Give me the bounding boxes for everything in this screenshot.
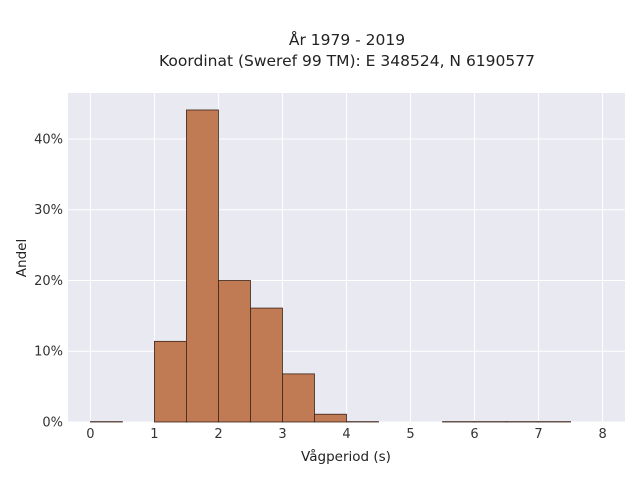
histogram-bar	[314, 413, 347, 423]
chart-title: År 1979 - 2019 Koordinat (Sweref 99 TM):…	[159, 30, 535, 70]
y-tick-label: 40%	[34, 132, 63, 147]
histogram-bar	[250, 307, 283, 423]
x-tick-label: 6	[470, 427, 478, 442]
x-tick-label: 2	[214, 427, 222, 442]
histogram-bar	[154, 340, 187, 423]
y-tick-label: 10%	[34, 345, 63, 360]
x-tick-label: 5	[406, 427, 414, 442]
x-tick-label: 4	[342, 427, 350, 442]
x-tick-label: 1	[150, 427, 158, 442]
histogram-bar	[218, 280, 251, 423]
histogram-bars	[90, 109, 571, 423]
x-tick-label: 7	[534, 427, 542, 442]
x-tick-label: 8	[598, 427, 606, 442]
histogram-bar	[186, 109, 219, 423]
chart-title-line-2: Koordinat (Sweref 99 TM): E 348524, N 61…	[159, 52, 535, 70]
histogram-bar	[282, 373, 315, 423]
y-axis-label: Andel	[14, 239, 30, 277]
chart-title-line-1: År 1979 - 2019	[289, 30, 405, 49]
y-tick-label: 30%	[34, 203, 63, 218]
y-axis-ticks: 0% 10% 20% 30% 40%	[34, 132, 63, 430]
y-tick-label: 20%	[34, 274, 63, 289]
x-axis-ticks: 0 1 2 3 4 5 6 7 8	[86, 427, 606, 442]
x-tick-label: 0	[86, 427, 94, 442]
y-tick-label: 0%	[42, 416, 63, 431]
x-axis-label: Vågperiod (s)	[301, 448, 391, 465]
x-tick-label: 3	[278, 427, 286, 442]
